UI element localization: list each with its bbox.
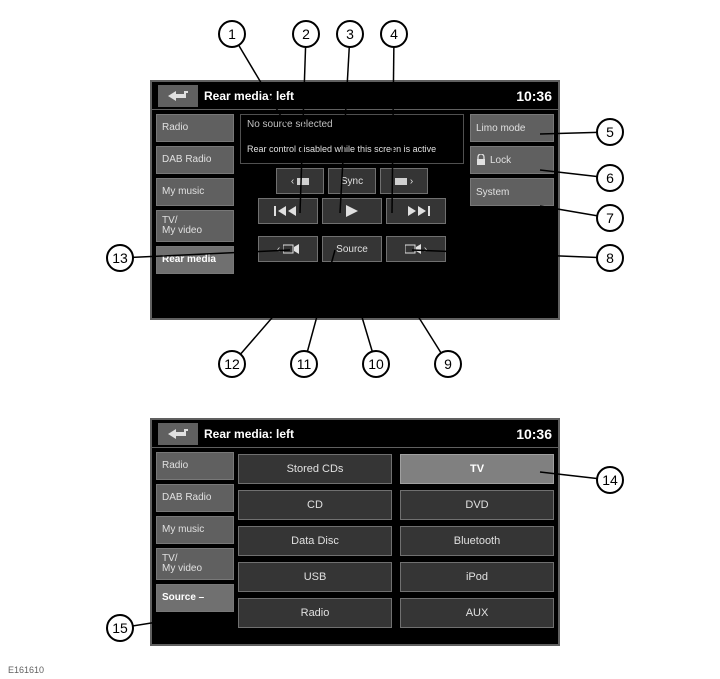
header: Rear media: left 10:36 (152, 82, 558, 110)
status-box: No source selected Rear control disabled… (240, 114, 464, 164)
status-source: No source selected (247, 119, 457, 130)
right-buttons: Limo mode Lock System (470, 114, 554, 274)
callout-3: 3 (336, 20, 364, 48)
source-stored-cds[interactable]: Stored CDs (238, 454, 392, 484)
chevron-right-icon: › (424, 244, 427, 255)
rewind-icon (274, 206, 302, 216)
footer-image-id: E161610 (8, 665, 44, 675)
callout-11: 11 (290, 350, 318, 378)
callout-12: 12 (218, 350, 246, 378)
chevron-right-icon: › (410, 176, 413, 187)
callout-5: 5 (596, 118, 624, 146)
source-tv[interactable]: TV (400, 454, 554, 484)
callout-6: 6 (596, 164, 624, 192)
tab-dab-radio[interactable]: DAB Radio (156, 146, 234, 174)
lock-icon (476, 154, 486, 166)
fast-forward-button[interactable] (386, 198, 446, 224)
tab-tv-my-video[interactable]: TV/ My video (156, 210, 234, 242)
seek-row: ‹ Sync › (240, 168, 464, 194)
back-button[interactable] (158, 423, 198, 445)
callout-1: 1 (218, 20, 246, 48)
chevron-left-icon: ‹ (277, 244, 280, 255)
screen2-body: Radio DAB Radio My music TV/ My video So… (152, 448, 558, 632)
play-icon (346, 205, 358, 217)
fast-forward-icon (402, 206, 430, 216)
back-arrow-icon (166, 90, 190, 102)
tab-radio[interactable]: Radio (156, 452, 234, 480)
tab-radio[interactable]: Radio (156, 114, 234, 142)
tab-tv-my-video[interactable]: TV/ My video (156, 548, 234, 580)
source-row: ‹ Source › (240, 236, 464, 262)
play-button[interactable] (322, 198, 382, 224)
transport-row (240, 198, 464, 224)
screen-right-icon (395, 178, 407, 185)
screen-left-icon (297, 178, 309, 185)
limo-mode-button[interactable]: Limo mode (470, 114, 554, 142)
seek-prev-button[interactable]: ‹ (276, 168, 324, 194)
callout-14: 14 (596, 466, 624, 494)
tab-my-music[interactable]: My music (156, 516, 234, 544)
source-grid: Stored CDs TV CD DVD Data Disc Bluetooth… (238, 452, 554, 628)
clock: 10:36 (516, 426, 552, 442)
callout-13: 13 (106, 244, 134, 272)
source-radio[interactable]: Radio (238, 598, 392, 628)
source-cd[interactable]: CD (238, 490, 392, 520)
screen-source-selection: Rear media: left 10:36 Radio DAB Radio M… (150, 418, 560, 646)
screen-rear-media-controls: Rear media: left 10:36 Radio DAB Radio M… (150, 80, 560, 320)
callout-15: 15 (106, 614, 134, 642)
source-aux[interactable]: AUX (400, 598, 554, 628)
source-usb[interactable]: USB (238, 562, 392, 592)
callout-2: 2 (292, 20, 320, 48)
sync-button[interactable]: Sync (328, 168, 376, 194)
screen-title: Rear media: left (204, 89, 510, 103)
source-button[interactable]: Source (322, 236, 382, 262)
camera-icon (405, 244, 421, 254)
callout-8: 8 (596, 244, 624, 272)
tab-my-music[interactable]: My music (156, 178, 234, 206)
tab-rear-media[interactable]: Rear media (156, 246, 234, 274)
system-button[interactable]: System (470, 178, 554, 206)
rewind-button[interactable] (258, 198, 318, 224)
tab-dab-radio[interactable]: DAB Radio (156, 484, 234, 512)
clock: 10:36 (516, 88, 552, 104)
left-tabs: Radio DAB Radio My music TV/ My video Re… (156, 114, 234, 274)
source-dvd[interactable]: DVD (400, 490, 554, 520)
source-ipod[interactable]: iPod (400, 562, 554, 592)
screen-title: Rear media: left (204, 427, 510, 441)
seek-next-button[interactable]: › (380, 168, 428, 194)
callout-7: 7 (596, 204, 624, 232)
callout-9: 9 (434, 350, 462, 378)
source-data-disc[interactable]: Data Disc (238, 526, 392, 556)
tab-source[interactable]: Source – (156, 584, 234, 612)
camera-prev-button[interactable]: ‹ (258, 236, 318, 262)
source-bluetooth[interactable]: Bluetooth (400, 526, 554, 556)
status-warning: Rear control disabled while this screen … (247, 144, 457, 154)
header: Rear media: left 10:36 (152, 420, 558, 448)
callout-10: 10 (362, 350, 390, 378)
left-tabs: Radio DAB Radio My music TV/ My video So… (156, 452, 234, 628)
middle-area: No source selected Rear control disabled… (238, 114, 466, 274)
camera-next-button[interactable]: › (386, 236, 446, 262)
callout-4: 4 (380, 20, 408, 48)
back-button[interactable] (158, 85, 198, 107)
lock-button[interactable]: Lock (470, 146, 554, 174)
chevron-left-icon: ‹ (291, 176, 294, 187)
screen1-body: Radio DAB Radio My music TV/ My video Re… (152, 110, 558, 278)
camera-icon (283, 244, 299, 254)
lock-label: Lock (490, 155, 511, 166)
back-arrow-icon (166, 428, 190, 440)
